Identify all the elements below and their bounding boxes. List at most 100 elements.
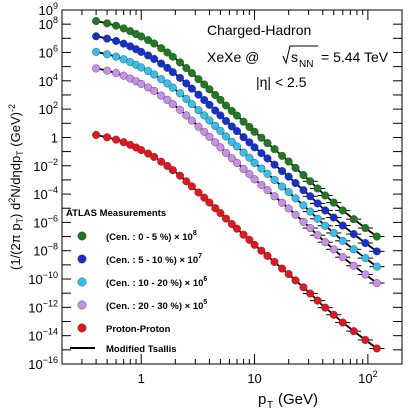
data-point-series-3 bbox=[291, 194, 300, 203]
data-point-series-4 bbox=[137, 79, 146, 88]
data-point-series-2 bbox=[112, 36, 121, 45]
data-point-series-4 bbox=[349, 261, 358, 270]
data-point-series-1 bbox=[187, 69, 196, 78]
data-point-series-5 bbox=[137, 146, 146, 155]
data-point-series-3 bbox=[211, 121, 220, 130]
data-point-series-4 bbox=[222, 148, 231, 157]
data-point-series-4 bbox=[112, 69, 121, 78]
data-point-series-4 bbox=[257, 180, 266, 189]
data-point-series-5 bbox=[313, 296, 322, 305]
data-point-series-1 bbox=[361, 224, 370, 233]
data-point-series-3 bbox=[329, 228, 338, 237]
y-tick-label: 10−8 bbox=[33, 242, 58, 259]
data-point-series-2 bbox=[338, 221, 347, 230]
data-point-series-3 bbox=[182, 94, 191, 103]
data-point-series-1 bbox=[205, 85, 214, 94]
data-point-series-3 bbox=[144, 67, 153, 76]
data-point-series-3 bbox=[299, 201, 308, 210]
data-point-series-4 bbox=[250, 175, 259, 184]
data-point-series-2 bbox=[257, 149, 266, 158]
data-point-series-4 bbox=[176, 105, 185, 114]
data-point-series-3 bbox=[270, 175, 279, 184]
sqrt-sign bbox=[282, 45, 318, 65]
y-tick-label: 10−12 bbox=[28, 298, 58, 315]
data-point-series-3 bbox=[245, 153, 254, 162]
chart-title: Charged-Hadron bbox=[207, 22, 311, 38]
x-axis-ticks: 1 10 102 bbox=[61, 10, 403, 386]
y-tick-label: 10−6 bbox=[33, 213, 58, 230]
data-point-series-5 bbox=[103, 133, 112, 142]
data-point-series-4 bbox=[299, 217, 308, 226]
data-point-series-3 bbox=[222, 132, 231, 141]
data-point-series-3 bbox=[349, 245, 358, 254]
data-point-series-2 bbox=[227, 122, 236, 131]
data-point-series-3 bbox=[227, 137, 236, 146]
data-point-series-2 bbox=[291, 179, 300, 188]
data-point-series-2 bbox=[103, 34, 112, 43]
data-point-series-4 bbox=[232, 158, 241, 167]
data-point-series-2 bbox=[372, 247, 381, 256]
data-point-series-4 bbox=[187, 116, 196, 125]
data-point-series-3 bbox=[92, 47, 101, 56]
data-point-series-3 bbox=[257, 164, 266, 173]
energy-label: XeXe @ s NN = 5.44 TeV bbox=[207, 45, 389, 70]
plot-frame bbox=[61, 9, 403, 365]
data-point-series-4 bbox=[157, 91, 166, 100]
data-point-series-3 bbox=[103, 50, 112, 59]
legend-entries: (Cen. : 0 - 5 %) × 108 (Cen. : 5 - 10 %) … bbox=[77, 230, 207, 335]
y-tick-label: 102 bbox=[39, 100, 58, 117]
y-tick-label: 109 bbox=[39, 1, 58, 18]
data-point-series-2 bbox=[329, 213, 338, 222]
data-point-series-4 bbox=[278, 198, 287, 207]
x-axis-title-sub: T bbox=[267, 400, 273, 411]
data-point-series-3 bbox=[250, 158, 259, 167]
data-point-series-1 bbox=[250, 127, 259, 136]
x-axis-title-unit: (GeV) bbox=[278, 391, 318, 408]
data-point-series-4 bbox=[338, 253, 347, 262]
x-axis-title: p T (GeV) bbox=[258, 391, 318, 411]
data-point-series-1 bbox=[338, 206, 347, 215]
data-point-series-4 bbox=[194, 122, 203, 131]
data-point-series-1 bbox=[263, 139, 272, 148]
data-point-series-2 bbox=[176, 73, 185, 82]
data-point-series-1 bbox=[200, 80, 209, 89]
data-point-series-1 bbox=[182, 64, 191, 73]
data-point-series-5 bbox=[250, 240, 259, 249]
data-point-series-2 bbox=[245, 138, 254, 147]
data-point-series-3 bbox=[232, 142, 241, 151]
data-point-series-5 bbox=[157, 157, 166, 166]
data-point-series-3 bbox=[321, 221, 330, 230]
data-point-series-5 bbox=[205, 198, 214, 207]
data-point-series-5 bbox=[291, 276, 300, 285]
data-point-series-2 bbox=[150, 54, 159, 63]
data-point-series-2 bbox=[163, 63, 172, 72]
data-point-series-1 bbox=[257, 133, 266, 142]
data-point-series-5 bbox=[216, 209, 225, 218]
data-point-series-1 bbox=[157, 44, 166, 53]
data-point-series-5 bbox=[349, 327, 358, 336]
legend-label-1: (Cen. : 0 - 5 %) × 108 bbox=[106, 230, 197, 243]
data-point-series-4 bbox=[372, 279, 381, 288]
data-point-series-4 bbox=[103, 66, 112, 75]
data-point-series-4 bbox=[321, 238, 330, 247]
energy-s: s bbox=[291, 49, 298, 65]
data-point-series-4 bbox=[144, 83, 153, 92]
data-point-series-1 bbox=[112, 21, 121, 30]
energy-nn-sub: NN bbox=[299, 59, 313, 70]
legend-marker-1 bbox=[77, 231, 87, 241]
data-point-series-5 bbox=[329, 310, 338, 319]
data-point-series-1 bbox=[168, 52, 177, 61]
data-point-series-1 bbox=[92, 17, 101, 26]
data-point-series-2 bbox=[187, 84, 196, 93]
data-point-series-5 bbox=[194, 188, 203, 197]
data-point-series-3 bbox=[278, 182, 287, 191]
data-point-series-3 bbox=[284, 188, 293, 197]
data-point-series-3 bbox=[163, 79, 172, 88]
data-point-series-3 bbox=[137, 63, 146, 72]
data-point-series-2 bbox=[168, 68, 177, 77]
data-point-series-3 bbox=[313, 214, 322, 223]
data-point-series-2 bbox=[306, 192, 315, 201]
data-point-series-2 bbox=[321, 206, 330, 215]
data-point-series-5 bbox=[232, 224, 241, 233]
y-tick-label: 10−16 bbox=[28, 355, 58, 372]
